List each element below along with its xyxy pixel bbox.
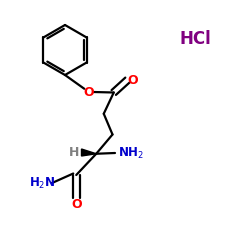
Text: NH$_2$: NH$_2$ [118,146,143,160]
Text: HCl: HCl [179,30,211,48]
Text: O: O [127,74,138,86]
Polygon shape [82,149,96,156]
Text: O: O [71,198,82,211]
Text: H: H [69,146,80,159]
Text: H$_2$N: H$_2$N [29,176,56,190]
Text: O: O [84,86,94,98]
